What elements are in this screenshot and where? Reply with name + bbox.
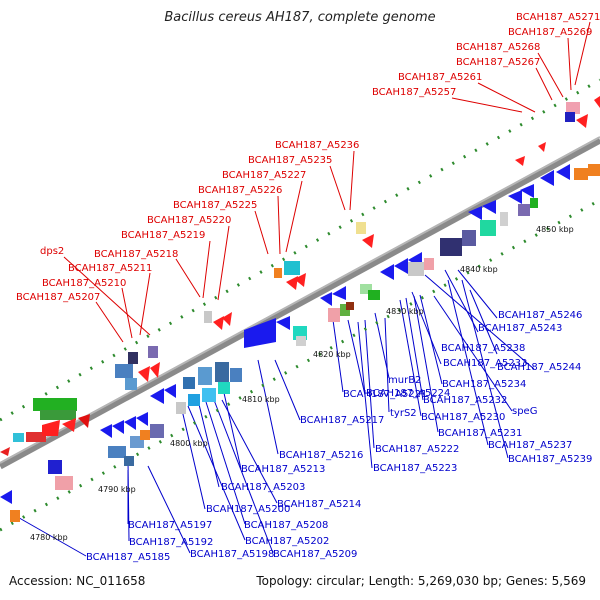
reverse-gene-label: BCAH187_A5237 — [488, 440, 572, 451]
reverse-gene-label: BCAH187_A5214 — [277, 499, 361, 510]
reverse-gene-label: BCAH187_A5239 — [508, 454, 592, 465]
reverse-gene-label: speG — [512, 406, 537, 417]
reverse-gene-label: BCAH187_A5185 — [86, 552, 170, 563]
reverse-gene-label: BCAH187_A5217 — [300, 415, 384, 426]
reverse-gene-label: BCAH187_A5208 — [244, 520, 328, 531]
reverse-gene-label: BCAH187_A5224 — [366, 388, 450, 399]
reverse-gene-label: BCAH187_A5223 — [373, 463, 457, 474]
forward-gene-label: BCAH187_A5211 — [68, 263, 152, 274]
reverse-gene-label: BCAH187_A5198 — [190, 549, 274, 560]
reverse-gene-label: BCAH187_A5222 — [375, 444, 459, 455]
reverse-gene-label: BCAH187_A5202 — [245, 536, 329, 547]
forward-gene-label: BCAH187_A5236 — [275, 140, 359, 151]
reverse-gene-label: BCAH187_A5221 — [343, 389, 427, 400]
reverse-gene-label: BCAH187_A5192 — [129, 537, 213, 548]
forward-gene-label: BCAH187_A5268 — [456, 42, 540, 53]
forward-gene-label: BCAH187_A5261 — [398, 72, 482, 83]
reverse-gene-label: BCAH187_A5197 — [128, 520, 212, 531]
reverse-gene-label: BCAH187_A5232 — [423, 395, 507, 406]
forward-gene-label: BCAH187_A5225 — [173, 200, 257, 211]
forward-gene-label: BCAH187_A5269 — [508, 27, 592, 38]
reverse-gene-label: BCAH187_A5209 — [273, 549, 357, 560]
scale-label: 4790 kbp — [98, 485, 136, 494]
forward-strand-features — [0, 96, 600, 456]
reverse-gene-label: BCAH187_A5233 — [443, 358, 527, 369]
forward-gene-label: BCAH187_A5257 — [372, 87, 456, 98]
reverse-gene-label: BCAH187_A5238 — [441, 343, 525, 354]
forward-gene-label: BCAH187_A5220 — [147, 215, 231, 226]
scale-label: 4830 kbp — [386, 307, 424, 316]
reverse-gene-labels: BCAH187_A5246 BCAH187_A5243 BCAH187_A5238 B… — [86, 310, 592, 563]
genome-backbone — [0, 136, 600, 470]
reverse-gene-label: BCAH187_A5231 — [438, 428, 522, 439]
reverse-strand-features — [0, 164, 600, 522]
reverse-gene-label: BCAH187_A5213 — [241, 464, 325, 475]
accession-label: Accession: NC_011658 — [9, 574, 146, 588]
reverse-gene-label: BCAH187_A5216 — [279, 450, 363, 461]
forward-gene-labels: BCAH187_A5271 BCAH187_A5269 BCAH187_A5268 B… — [16, 12, 600, 303]
forward-gene-label: BCAH187_A5210 — [42, 278, 126, 289]
genome-summary: Topology: circular; Length: 5,269,030 bp… — [256, 574, 586, 588]
reverse-gene-label: BCAH187_A5234 — [442, 379, 526, 390]
forward-gene-label: BCAH187_A5235 — [248, 155, 332, 166]
reverse-gene-label: murB2 — [388, 375, 421, 386]
scale-label: 4850 kbp — [536, 225, 574, 234]
scale-label: 4840 kbp — [460, 265, 498, 274]
reverse-gene-label: BCAH187_A5200 — [206, 504, 290, 515]
scale-label: 4780 kbp — [30, 533, 68, 542]
forward-gene-label: BCAH187_A5218 — [94, 249, 178, 260]
reverse-gene-label: tyrS2 — [390, 408, 417, 419]
scale-label: 4810 kbp — [242, 395, 280, 404]
reverse-leader-lines — [13, 269, 535, 557]
reverse-gene-label: BCAH187_A5230 — [421, 412, 505, 423]
scale-label: 4820 kbp — [313, 350, 351, 359]
reverse-gene-label: BCAH187_A5243 — [478, 323, 562, 334]
scale-label: 4800 kbp — [170, 439, 208, 448]
forward-gene-label: BCAH187_A5271 — [516, 12, 600, 23]
forward-leader-lines — [63, 21, 591, 343]
forward-gene-label: BCAH187_A5226 — [198, 185, 282, 196]
map-title: Bacillus cereus AH187, complete genome — [164, 10, 436, 25]
forward-gene-label: BCAH187_A5207 — [16, 292, 100, 303]
scale-labels: 4780 kbp 4790 kbp 4800 kbp 4810 kbp 4820 kbp… — [30, 225, 574, 542]
forward-gene-label: BCAH187_A5219 — [121, 230, 205, 241]
forward-gene-label: BCAH187_A5227 — [222, 170, 306, 181]
forward-gene-label: dps2 — [40, 246, 64, 257]
reverse-gene-label: BCAH187_A5203 — [221, 482, 305, 493]
reverse-gene-label: BCAH187_A5244 — [497, 362, 581, 373]
reverse-gene-label: BCAH187_A5246 — [498, 310, 582, 321]
forward-gene-label: BCAH187_A5267 — [456, 57, 540, 68]
